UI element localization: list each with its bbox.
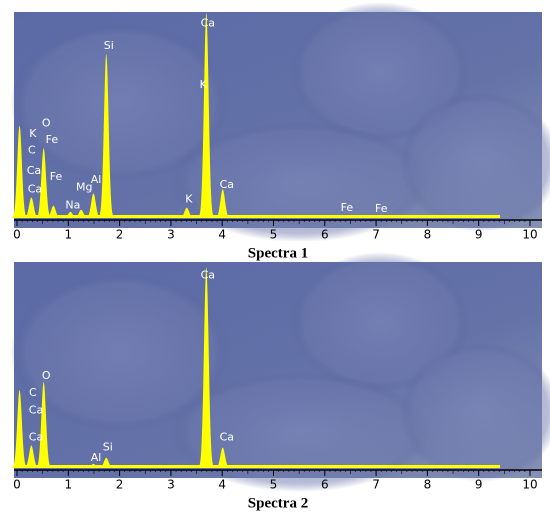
peak bbox=[10, 125, 29, 218]
peak-label: Fe bbox=[50, 170, 63, 183]
x-tick-label: 2 bbox=[116, 228, 124, 242]
x-tick-label: 0 bbox=[13, 478, 21, 492]
x-tick-label: 7 bbox=[372, 478, 380, 492]
x-tick-label: 7 bbox=[372, 228, 380, 242]
x-tick-label: 4 bbox=[218, 228, 226, 242]
peak-label: Ca bbox=[29, 404, 43, 417]
peak bbox=[10, 390, 29, 468]
x-tick-label: 1 bbox=[64, 228, 72, 242]
x-tick-label: 1 bbox=[64, 478, 72, 492]
texture bbox=[170, 122, 430, 242]
x-tick-label: 10 bbox=[522, 478, 537, 492]
x-tick-label: 3 bbox=[167, 228, 175, 242]
peak bbox=[34, 381, 53, 468]
x-tick-label: 5 bbox=[270, 228, 278, 242]
baseline bbox=[17, 465, 500, 468]
peak bbox=[213, 189, 232, 218]
baseline bbox=[17, 215, 500, 218]
peak-label: O bbox=[42, 369, 51, 382]
peak-label: Si bbox=[103, 441, 113, 454]
x-tick-label: 9 bbox=[475, 478, 483, 492]
x-tick-label: 10 bbox=[522, 228, 537, 242]
peak-label: Al bbox=[91, 173, 102, 186]
peak-label: Ca bbox=[220, 430, 234, 443]
texture bbox=[10, 272, 230, 432]
x-tick-label: 8 bbox=[424, 478, 432, 492]
peak-label: Fe bbox=[46, 133, 59, 146]
texture bbox=[400, 342, 550, 482]
x-tick-label: 8 bbox=[424, 228, 432, 242]
x-tick-label: 3 bbox=[167, 478, 175, 492]
peak bbox=[197, 13, 216, 218]
peak-label: Ca bbox=[28, 182, 42, 195]
peak bbox=[84, 193, 103, 218]
peak-label: Ca bbox=[201, 268, 215, 281]
peak-label: K bbox=[185, 193, 193, 206]
peak-label: Ca bbox=[27, 164, 41, 177]
peak bbox=[197, 267, 216, 468]
caption: Spectra 2 bbox=[248, 495, 308, 511]
texture bbox=[170, 372, 430, 492]
peak-label: Si bbox=[104, 39, 114, 52]
x-tick-label: 5 bbox=[270, 478, 278, 492]
x-tick-label: 9 bbox=[475, 228, 483, 242]
texture bbox=[290, 252, 470, 392]
x-tick-label: 6 bbox=[321, 478, 329, 492]
peak bbox=[71, 209, 91, 218]
peak bbox=[369, 214, 389, 218]
peak bbox=[97, 457, 116, 468]
peak-label: Ca bbox=[220, 178, 234, 191]
texture bbox=[400, 92, 550, 232]
peak bbox=[177, 207, 197, 218]
peak-label: O bbox=[42, 117, 51, 130]
peak-label: Na bbox=[65, 199, 80, 212]
peak-label: Al bbox=[91, 451, 102, 464]
x-tick-label: 4 bbox=[218, 478, 226, 492]
x-tick-label: 2 bbox=[116, 478, 124, 492]
peak bbox=[84, 463, 103, 468]
texture bbox=[10, 22, 230, 182]
peak-label: K bbox=[29, 127, 37, 140]
peak bbox=[44, 205, 63, 218]
peak bbox=[336, 214, 355, 218]
peak bbox=[61, 211, 80, 218]
x-tick-label: 0 bbox=[13, 228, 21, 242]
peak bbox=[34, 148, 53, 218]
x-tick-label: 6 bbox=[321, 228, 329, 242]
peak bbox=[22, 197, 41, 218]
peak bbox=[213, 447, 232, 468]
peak-label: Mg bbox=[76, 180, 92, 193]
peak bbox=[97, 54, 116, 218]
peak-label: K bbox=[200, 78, 208, 91]
caption: Spectra 1 bbox=[248, 245, 308, 261]
peak-label: Ca bbox=[201, 16, 215, 29]
peak-label: C bbox=[28, 143, 36, 156]
peak bbox=[22, 445, 41, 468]
peak-label: Fe bbox=[341, 201, 354, 214]
texture bbox=[290, 2, 470, 142]
peak-label: Ca bbox=[29, 430, 43, 443]
peak-label: C bbox=[29, 386, 37, 399]
peak-label: Fe bbox=[375, 202, 388, 215]
